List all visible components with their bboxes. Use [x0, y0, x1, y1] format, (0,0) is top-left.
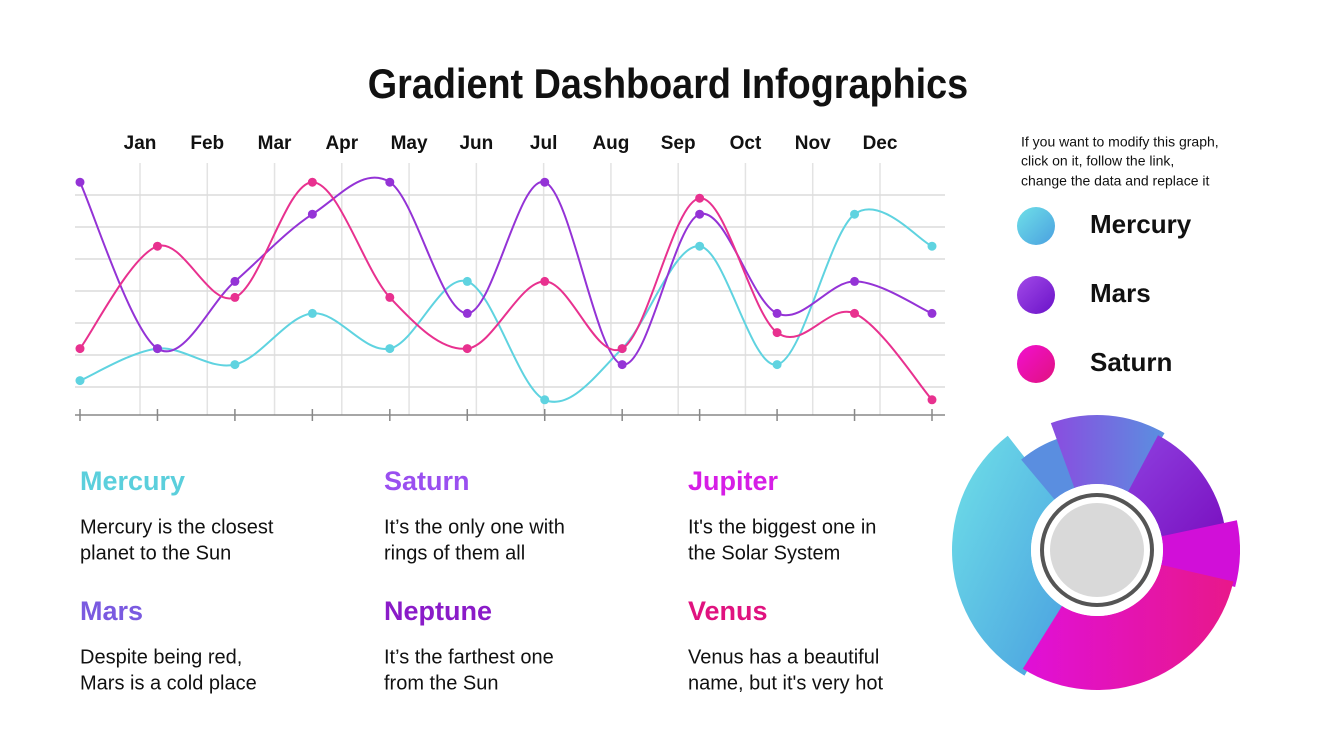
data-point [850, 209, 860, 219]
note-line: If you want to modify this graph, [1021, 134, 1219, 150]
data-point [75, 376, 85, 386]
data-point [772, 308, 782, 318]
card-text: It's the biggest one in [688, 516, 876, 538]
data-point [695, 241, 705, 251]
data-point [152, 344, 162, 354]
series-line [79, 176, 933, 366]
data-point [385, 344, 395, 354]
card-text: from the Sun [384, 672, 499, 694]
month-label: May [391, 133, 428, 154]
legend-swatch [1017, 207, 1055, 245]
decorative-donut [952, 414, 1240, 690]
card-text: It’s the only one with [384, 516, 565, 538]
card-text: Mercury is the closest [80, 516, 274, 538]
donut-segment [1127, 435, 1226, 539]
data-point [540, 177, 550, 187]
card-title: Mars [80, 596, 143, 626]
month-label: Jul [530, 133, 557, 154]
data-point [695, 193, 705, 203]
legend: Mercury Mars Saturn [1017, 207, 1192, 383]
data-point [230, 292, 240, 302]
planet-cards: Mercury Mercury is the closest planet to t… [80, 466, 883, 694]
data-point [75, 177, 85, 187]
note-line: change the data and replace it [1021, 173, 1209, 189]
data-point [850, 276, 860, 286]
card-title: Mercury [80, 466, 185, 496]
card-text: rings of them all [384, 542, 525, 564]
data-point [695, 209, 705, 219]
data-point [927, 241, 937, 251]
data-point [540, 276, 550, 286]
data-point [772, 328, 782, 338]
month-label: Aug [592, 133, 629, 154]
card-title: Neptune [384, 596, 492, 626]
data-point [850, 308, 860, 318]
data-point [307, 209, 317, 219]
card-title: Saturn [384, 466, 470, 496]
month-label: Nov [795, 133, 831, 154]
data-point [927, 308, 937, 318]
month-label: Apr [325, 133, 358, 154]
data-point [772, 360, 782, 370]
card-text: It’s the farthest one [384, 646, 554, 668]
card-text: planet to the Sun [80, 542, 231, 564]
month-label: Jun [459, 133, 493, 154]
donut-ring [1040, 493, 1154, 607]
data-point [230, 276, 240, 286]
card-title: Venus [688, 596, 768, 626]
data-point [617, 344, 627, 354]
data-point [75, 344, 85, 354]
data-point [307, 177, 317, 187]
month-label: Mar [258, 133, 292, 154]
data-point [385, 292, 395, 302]
card-title: Jupiter [688, 466, 779, 496]
note-line: click on it, follow the link, [1021, 153, 1174, 169]
data-point [230, 360, 240, 370]
month-label: Feb [190, 133, 224, 154]
donut-segment [1022, 564, 1234, 690]
data-point [462, 276, 472, 286]
legend-label: Mercury [1090, 209, 1192, 239]
donut-center [1050, 503, 1144, 597]
donut-segment [952, 435, 1064, 676]
data-point [152, 241, 162, 251]
card-text: Despite being red, [80, 646, 242, 668]
card-text: Mars is a cold place [80, 672, 257, 694]
line-chart: Jan Feb Mar Apr May Jun Jul Aug Sep Oct Nov Dec [75, 133, 945, 421]
month-label: Oct [730, 133, 762, 154]
legend-label: Saturn [1090, 347, 1172, 377]
legend-swatch [1017, 345, 1055, 383]
title: Gradient Dashboard Infographics [368, 61, 968, 107]
donut-segment [1050, 414, 1165, 493]
legend-label: Mars [1090, 278, 1151, 308]
data-point [927, 395, 937, 405]
data-point [462, 308, 472, 318]
month-label: Jan [124, 133, 157, 154]
data-point [462, 344, 472, 354]
month-label: Dec [863, 133, 898, 154]
data-point [540, 395, 550, 405]
card-text: the Solar System [688, 542, 840, 564]
data-point [617, 360, 627, 370]
month-label: Sep [661, 133, 696, 154]
card-text: Venus has a beautiful [688, 646, 879, 668]
card-text: name, but it's very hot [688, 672, 883, 694]
legend-swatch [1017, 276, 1055, 314]
data-point [385, 177, 395, 187]
data-point [307, 308, 317, 318]
